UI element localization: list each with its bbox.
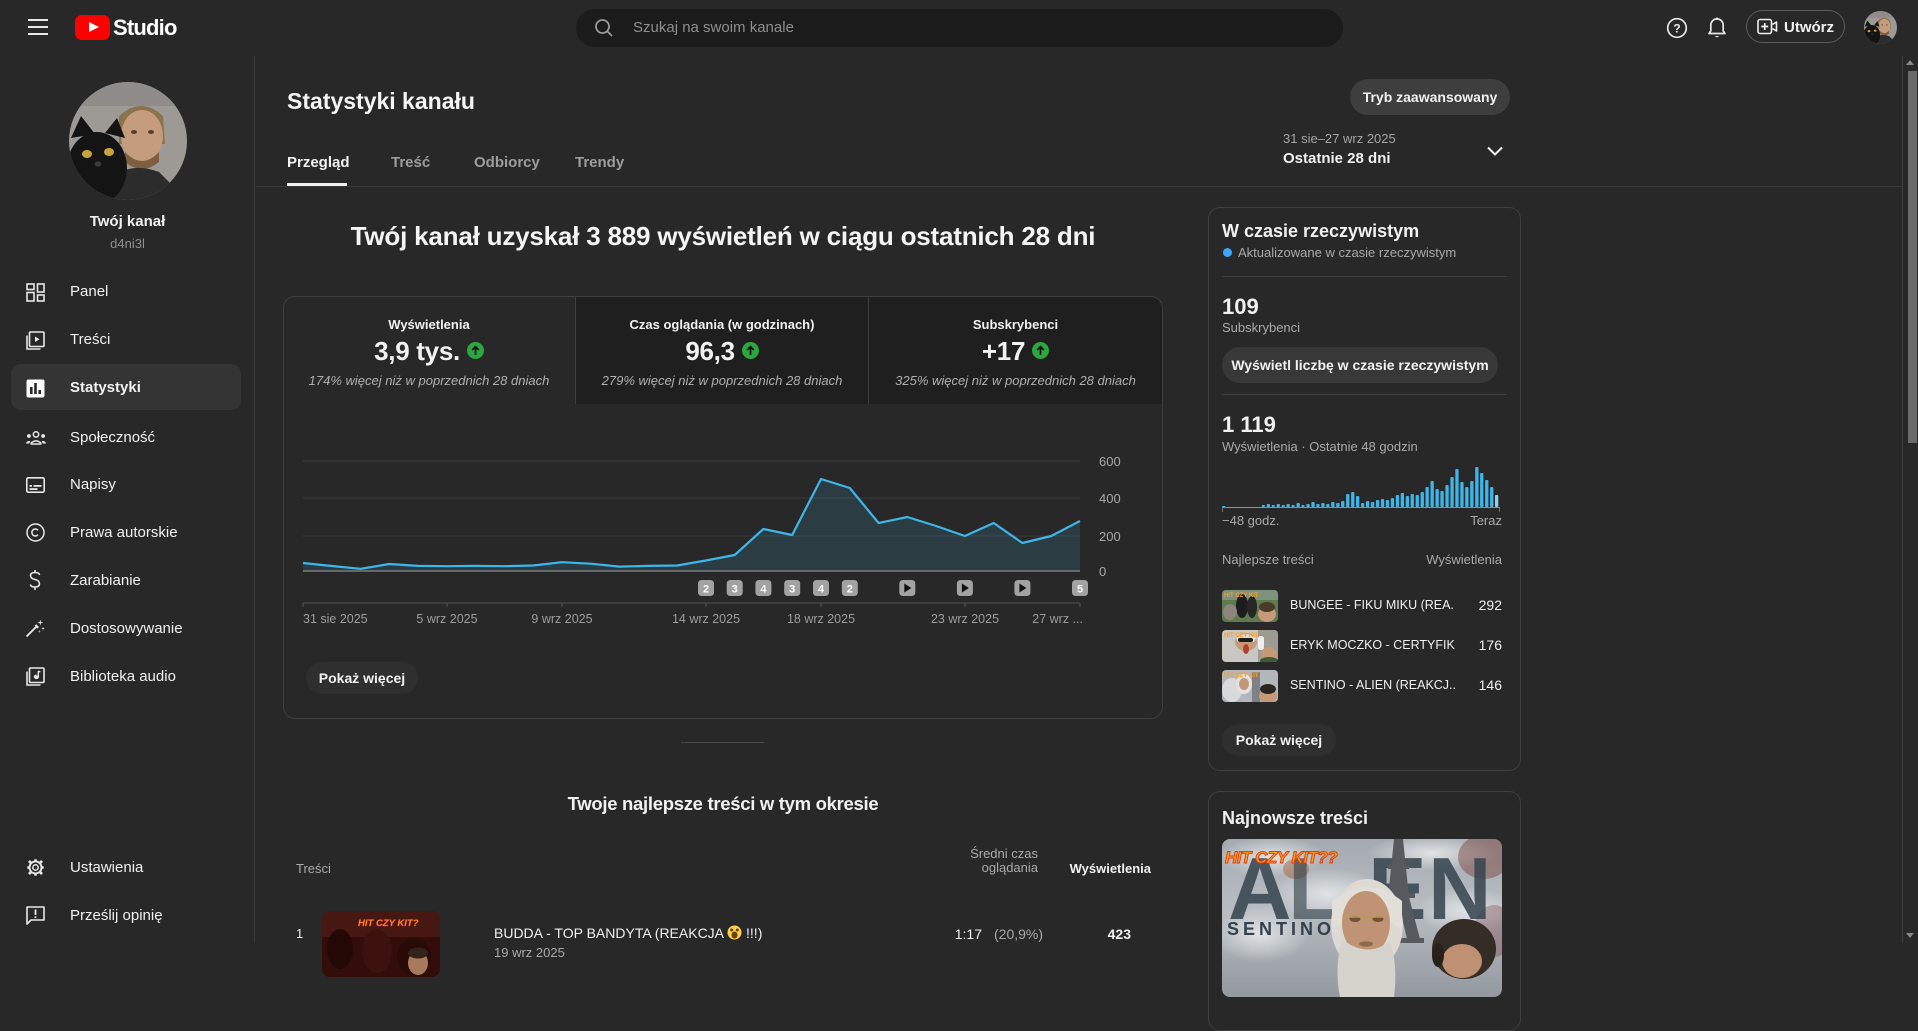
svg-text:27 wrz ...: 27 wrz ... [1032,612,1083,626]
svg-text:5 wrz 2025: 5 wrz 2025 [416,612,477,626]
svg-text:3: 3 [789,584,795,596]
svg-text:600: 600 [1099,454,1121,469]
svg-text:4: 4 [818,584,825,596]
svg-text:14 wrz 2025: 14 wrz 2025 [672,612,740,626]
svg-text:?: ? [1673,21,1680,35]
svg-text:2: 2 [703,584,709,596]
svg-text:HIT CZY KIT: HIT CZY KIT [1224,673,1259,679]
svg-text:2: 2 [847,584,853,596]
svg-text:SENTINO: SENTINO [1227,919,1335,939]
svg-text:23 wrz 2025: 23 wrz 2025 [931,612,999,626]
svg-text:0: 0 [1099,564,1106,579]
svg-text:9 wrz 2025: 9 wrz 2025 [531,612,592,626]
svg-text:200: 200 [1099,529,1121,544]
svg-text:HIT CZY KIT: HIT CZY KIT [1224,593,1259,599]
svg-text:18 wrz 2025: 18 wrz 2025 [787,612,855,626]
svg-text:HIT CZY KIT: HIT CZY KIT [1224,633,1259,639]
svg-text:4: 4 [760,584,767,596]
svg-text:5: 5 [1077,584,1083,596]
svg-text:HIT CZY KIT??: HIT CZY KIT?? [1225,848,1338,867]
svg-text:400: 400 [1099,491,1121,506]
svg-text:3: 3 [732,584,738,596]
svg-text:HIT CZY KIT?: HIT CZY KIT? [358,918,419,929]
svg-text:A: A [1228,839,1292,938]
svg-text:31 sie 2025: 31 sie 2025 [303,612,368,626]
